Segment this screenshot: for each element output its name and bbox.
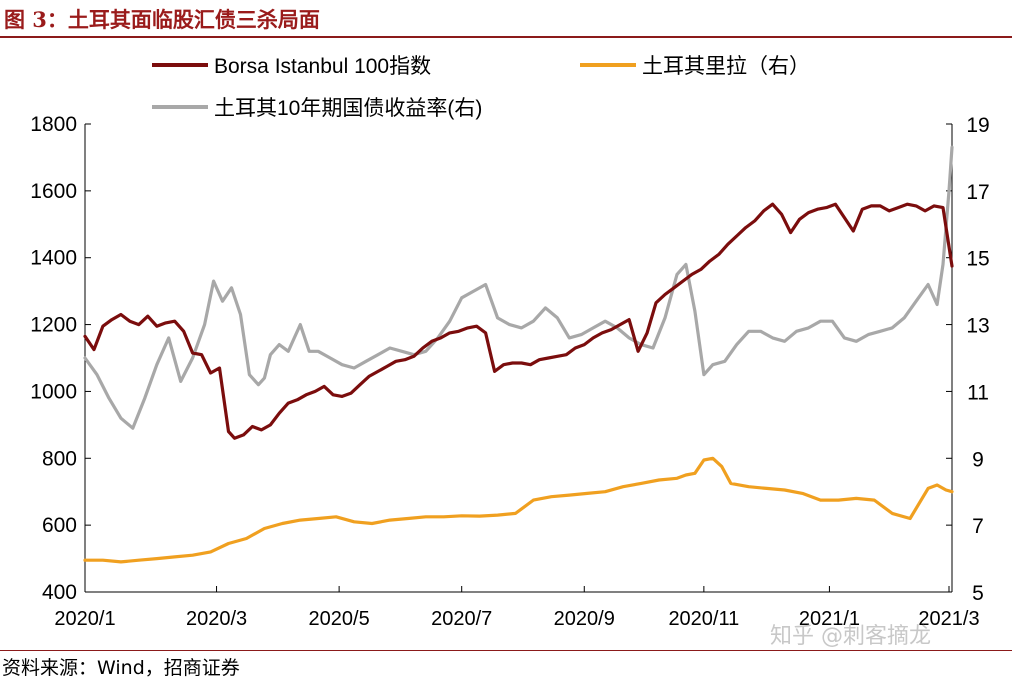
- legend-label-2: 土耳其10年期国债收益率(右): [214, 97, 482, 120]
- y-right-tick-label: 9: [972, 448, 984, 471]
- y-right-tick-label: 13: [966, 315, 989, 338]
- y-left-tick-label: 1200: [30, 314, 77, 337]
- y-right-tick-label: 19: [966, 114, 989, 137]
- legend-label-0: Borsa Istanbul 100指数: [214, 55, 431, 78]
- figure-title: 图 3：土耳其面临股汇债三杀局面: [4, 7, 320, 32]
- y-left-tick-label: 1600: [30, 180, 77, 203]
- y-left-tick-label: 400: [42, 581, 77, 604]
- y-left-tick-label: 1800: [30, 113, 77, 136]
- x-tick-label: 2020/7: [431, 608, 492, 630]
- x-tick-label: 2020/3: [186, 608, 247, 630]
- y-right-tick-label: 15: [966, 248, 989, 271]
- x-tick-label: 2020/5: [309, 608, 370, 630]
- y-right-tick-label: 5: [972, 582, 984, 605]
- y-right-tick-label: 17: [966, 181, 989, 204]
- series-line-1: [83, 456, 954, 564]
- x-tick-label: 2021/3: [918, 608, 979, 630]
- y-right-tick-label: 7: [972, 515, 984, 538]
- y-left-tick-label: 1400: [30, 247, 77, 270]
- y-right-tick-label: 11: [967, 381, 989, 404]
- x-tick-label: 2021/1: [799, 608, 860, 630]
- y-left-tick-label: 1000: [30, 380, 77, 403]
- x-tick-label: 2020/1: [54, 608, 115, 630]
- watermark: 知乎 @刺客摘龙: [770, 624, 931, 649]
- series-line-2: [83, 145, 954, 430]
- line-chart: 400 600 800 1000 1200 1400 1600 1800 5 7 9 11 13 15 17…: [30, 55, 989, 630]
- title-bar: 图 3：土耳其面临股汇债三杀局面: [0, 0, 1012, 38]
- series-line-0: [83, 202, 954, 440]
- source-note: 资料来源：Wind，招商证券: [2, 657, 240, 679]
- x-tick-label: 2020/11: [668, 608, 739, 630]
- y-left-tick-label: 800: [42, 447, 77, 470]
- footer-divider: [0, 650, 1012, 651]
- x-tick-label: 2020/9: [554, 608, 615, 630]
- legend-label-1: 土耳其里拉（右）: [642, 55, 810, 78]
- y-left-tick-label: 600: [42, 514, 77, 537]
